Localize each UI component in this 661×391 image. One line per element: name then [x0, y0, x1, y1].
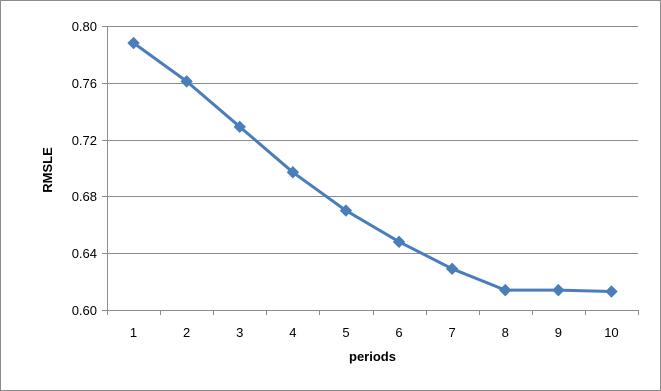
data-point-marker [180, 75, 193, 88]
y-tick-label: 0.64 [72, 246, 97, 261]
x-tick-label: 5 [342, 325, 349, 340]
y-tick-label: 0.68 [72, 189, 97, 204]
data-point-marker [499, 283, 512, 297]
x-tick-label: 6 [395, 325, 402, 340]
x-tick-label: 9 [555, 325, 562, 340]
series-line [132, 41, 613, 293]
axes [102, 26, 639, 315]
y-tick-label: 0.60 [72, 303, 97, 318]
data-point-marker [605, 285, 618, 298]
data-point-marker [445, 262, 459, 276]
data-point-marker [339, 204, 353, 217]
y-tick-label: 0.80 [72, 19, 97, 34]
data-point-marker [127, 36, 140, 50]
x-tick-label: 1 [130, 325, 137, 340]
x-tick-label: 7 [449, 325, 456, 340]
data-point-marker [286, 166, 300, 179]
x-axis-title: periods [349, 349, 396, 364]
series-group [127, 36, 618, 298]
gridlines [107, 26, 638, 254]
x-tick-label: 3 [236, 325, 243, 340]
x-tick-label: 4 [289, 325, 296, 340]
y-tick-label: 0.72 [72, 133, 97, 148]
y-tick-labels: 0.80 0.76 0.72 0.68 0.64 0.60 [72, 19, 97, 318]
data-point-marker [233, 120, 246, 134]
x-tick-label: 10 [604, 325, 618, 340]
x-tick-label: 2 [183, 325, 190, 340]
data-point-marker [392, 235, 406, 249]
y-axis-title: RMSLE [40, 147, 55, 193]
x-tick-label: 8 [502, 325, 509, 340]
data-point-marker [552, 283, 565, 297]
y-tick-label: 0.76 [72, 76, 97, 91]
x-tick-labels: 1 2 3 4 5 6 7 8 9 10 [130, 325, 619, 340]
